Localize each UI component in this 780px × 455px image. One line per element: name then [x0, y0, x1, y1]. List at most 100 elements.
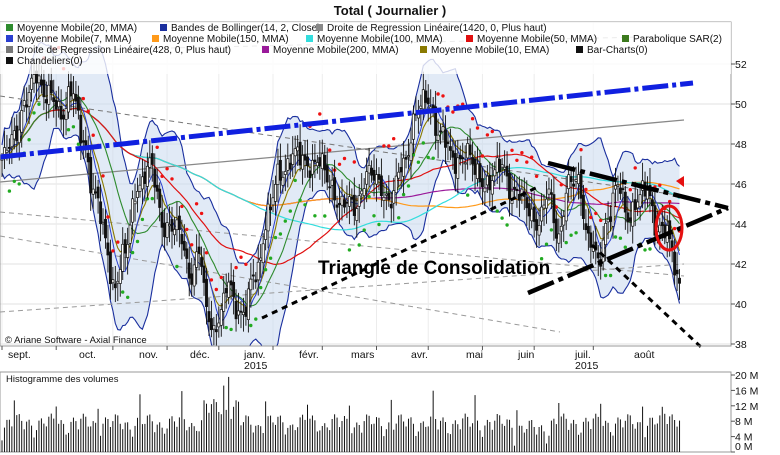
- x-year-label: 2015: [244, 360, 268, 372]
- legend-swatch: [6, 35, 13, 42]
- sar-dot-green: [254, 317, 258, 321]
- bollinger-lower-line: [1, 127, 681, 346]
- sar-dot-red: [633, 166, 637, 170]
- sar-dot-red: [214, 287, 218, 292]
- candle-down: [288, 162, 292, 170]
- candle-down: [596, 252, 600, 259]
- legend-label: Moyenne Mobile(150, MMA): [163, 34, 289, 45]
- legend-swatch: [6, 46, 13, 53]
- candle-down: [660, 221, 664, 227]
- candle-down: [99, 201, 103, 224]
- candle-up: [71, 93, 75, 100]
- candle-up: [131, 198, 135, 223]
- candle-down: [517, 193, 521, 201]
- candle-up: [57, 101, 61, 108]
- sar-dot-green: [121, 290, 125, 294]
- sar-dot-red: [209, 278, 214, 282]
- trend-lines: [0, 80, 729, 350]
- candle-down: [158, 188, 162, 208]
- candle-down: [678, 277, 681, 284]
- candle-up: [320, 153, 324, 169]
- legend-swatch: [6, 57, 13, 64]
- sar-dot-red: [470, 117, 475, 121]
- regression-428-channel: [0, 235, 561, 333]
- sar-dot-red: [392, 137, 396, 141]
- candle-down: [668, 220, 672, 240]
- sar-dot-green: [76, 142, 81, 146]
- sar-dot-green: [643, 248, 647, 252]
- candle-up: [219, 309, 223, 326]
- candle-down: [352, 194, 356, 216]
- sar-dot-red: [594, 211, 598, 216]
- legend-swatch: [622, 35, 629, 42]
- candle-up: [212, 325, 216, 330]
- sar-dot-green: [431, 156, 435, 160]
- regression-1420-channel: [0, 263, 685, 313]
- candle-down: [609, 216, 613, 222]
- candle-down: [323, 154, 327, 171]
- candle-down: [525, 197, 529, 209]
- sar-dot-red: [244, 262, 248, 266]
- candle-up: [362, 188, 366, 196]
- candle-up: [145, 165, 149, 187]
- sar-dot-red: [530, 155, 534, 159]
- candle-up: [436, 134, 440, 141]
- candle-up: [493, 169, 497, 177]
- candle-down: [205, 278, 208, 307]
- sar-dot-green: [401, 192, 406, 197]
- candle-down: [318, 157, 322, 167]
- candle-down: [62, 114, 66, 120]
- regression-1420-line: [0, 119, 685, 183]
- candle-up: [237, 310, 240, 316]
- sar-dot-red: [160, 174, 164, 178]
- volume-frame: [0, 371, 732, 453]
- candle-up: [463, 162, 467, 165]
- sar-dot-red: [387, 144, 391, 148]
- candle-up: [616, 184, 620, 187]
- sar-dot-red: [204, 251, 209, 255]
- y-tick-label: 40: [735, 299, 747, 311]
- candle-up: [562, 216, 566, 226]
- candle-down: [389, 203, 393, 209]
- sar-dot-red: [194, 202, 199, 206]
- sar-dot-red: [165, 167, 169, 171]
- candle-down: [44, 99, 48, 104]
- candle-down: [106, 242, 110, 256]
- candle-up: [217, 322, 221, 328]
- candle-down: [621, 188, 625, 191]
- candle-down: [350, 196, 354, 200]
- candle-down: [426, 97, 430, 105]
- sar-dot-green: [623, 245, 627, 249]
- candle-down: [244, 306, 248, 317]
- legend-label: Moyenne Mobile(100, MMA): [317, 34, 443, 45]
- x-tick-label: juil.: [574, 349, 591, 361]
- sar-dot-green: [569, 233, 573, 237]
- candle-up: [567, 174, 571, 189]
- candle-down: [498, 159, 502, 173]
- candle-up: [173, 229, 176, 236]
- candle-up: [222, 292, 226, 312]
- candle-down: [251, 274, 255, 277]
- candle-down: [39, 79, 43, 86]
- sar-dot-green: [411, 153, 416, 157]
- x-tick-label: déc.: [190, 349, 210, 361]
- legend-swatch: [262, 46, 269, 53]
- candle-down: [335, 204, 339, 208]
- sar-dot-red: [559, 183, 563, 187]
- sar-dot-red: [668, 199, 672, 204]
- candle-down: [108, 251, 112, 285]
- candle-up: [429, 106, 433, 109]
- candle-up: [638, 194, 642, 208]
- sar-dot-green: [426, 155, 430, 160]
- x-tick-label: oct.: [79, 349, 96, 361]
- candle-down: [480, 178, 484, 188]
- legend-label: Parabolique SAR(2): [633, 34, 722, 45]
- sar-dot-green: [135, 239, 140, 244]
- legend-label: Moyenne Mobile(20, MMA): [17, 23, 137, 34]
- candle-up: [340, 195, 344, 206]
- candle-up: [271, 197, 275, 206]
- legend-label: Moyenne Mobile(50, MMA): [477, 34, 597, 45]
- x-tick-label: août: [634, 349, 655, 361]
- candle-up: [540, 206, 544, 222]
- sar-dot-red: [485, 133, 490, 137]
